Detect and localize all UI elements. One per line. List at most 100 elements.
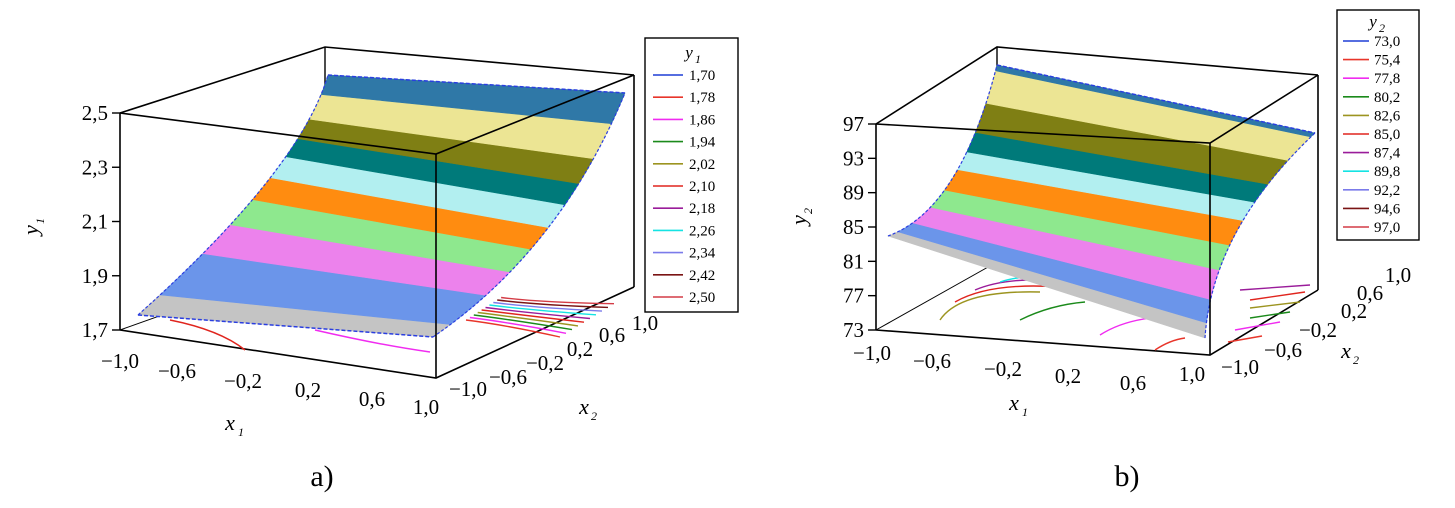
panel-label: a) xyxy=(310,460,333,493)
x1-tick-label: −1,0 xyxy=(101,349,139,373)
z-tick-label: 1,9 xyxy=(82,264,108,288)
legend-label: 73,0 xyxy=(1374,34,1400,50)
x2-tick-label: 0,2 xyxy=(1341,299,1367,323)
contour-line xyxy=(489,304,597,316)
x1-tick-label: 0,6 xyxy=(1120,371,1146,395)
x2-tick-label: 0,6 xyxy=(599,323,625,347)
legend-box xyxy=(1336,9,1420,241)
x1-tick-label: 1,0 xyxy=(413,395,439,419)
z-axis-label-group: y1 xyxy=(18,218,47,237)
surface-edge xyxy=(137,314,434,338)
x1-tick-label: −0,2 xyxy=(224,369,262,393)
legend-label: 2,26 xyxy=(689,223,716,239)
contour-line xyxy=(473,314,573,331)
x1-axis-label: x xyxy=(1008,390,1019,415)
contour-line xyxy=(497,299,609,309)
contour-line xyxy=(1099,317,1151,336)
x2-axis-subscript: 2 xyxy=(591,409,597,423)
contour-line xyxy=(1249,301,1301,309)
contour-line xyxy=(485,306,591,320)
contour-line xyxy=(1227,335,1263,343)
contour-line xyxy=(1154,337,1186,351)
surface-edge xyxy=(137,74,329,316)
z-tick-label: 1,7 xyxy=(82,318,108,342)
z-axis-label: y xyxy=(18,225,43,237)
surface-edge xyxy=(432,92,626,338)
x1-axis-subscript: 1 xyxy=(238,425,244,439)
contour-line xyxy=(493,301,603,312)
legend-title: y xyxy=(683,43,693,62)
contour-line xyxy=(465,319,561,338)
z-tick-label: 2,1 xyxy=(82,210,108,234)
z-tick-label: 93 xyxy=(843,146,864,170)
z-axis-subscript: 2 xyxy=(801,208,815,214)
surface-edge xyxy=(996,64,1316,134)
chart-a: 1,71,92,12,32,5−1,0 −0,6 −0,2 0,2 0,6 1,0−1,0… xyxy=(18,37,739,493)
x2-tick-label: −0,6 xyxy=(489,365,527,389)
legend-label: 2,10 xyxy=(689,179,715,195)
x2-tick-label: −0,2 xyxy=(1299,318,1337,342)
legend-label: 2,18 xyxy=(689,201,715,217)
x1-tick-label: −1,0 xyxy=(853,341,891,365)
z-tick-label: 85 xyxy=(843,215,864,239)
legend-label: 2,34 xyxy=(689,246,716,262)
legend-label: 1,94 xyxy=(689,135,716,151)
legend-label: 94,6 xyxy=(1374,201,1401,217)
legend-label: 1,86 xyxy=(689,112,716,128)
legend-title-subscript: 1 xyxy=(695,52,701,66)
z-tick-label: 77 xyxy=(843,284,864,308)
surface-edge xyxy=(1204,132,1316,339)
x2-axis-label: x xyxy=(1340,338,1351,363)
contour-line xyxy=(1249,291,1306,301)
x1-tick-label: −0,6 xyxy=(158,359,196,383)
x2-tick-label: 1,0 xyxy=(1385,263,1411,287)
legend-label: 87,4 xyxy=(1374,146,1401,162)
x2-tick-label: 0,6 xyxy=(1357,281,1383,305)
legend-label: 97,0 xyxy=(1374,220,1400,236)
contour-line xyxy=(1019,301,1086,321)
z-tick-label: 97 xyxy=(843,112,864,136)
legend-label: 2,50 xyxy=(689,290,715,306)
surface-edge xyxy=(887,64,998,237)
x1-tick-label: 0,2 xyxy=(1055,364,1081,388)
x1-tick-label: −0,6 xyxy=(913,349,951,373)
x1-tick-label: 1,0 xyxy=(1179,362,1205,386)
z-axis-label: y xyxy=(786,215,811,227)
contour-line xyxy=(314,329,431,353)
legend-label: 77,8 xyxy=(1374,71,1400,87)
legend-label: 2,42 xyxy=(689,268,715,284)
z-axis-subscript: 1 xyxy=(33,218,47,224)
x2-axis-subscript: 2 xyxy=(1353,353,1359,367)
box-bottom-left-edge xyxy=(875,261,998,331)
contour-line xyxy=(481,309,585,323)
x2-tick-label: −1,0 xyxy=(1221,355,1259,379)
surface-edge xyxy=(327,74,626,94)
x2-tick-label: 0,2 xyxy=(567,337,593,361)
legend-label: 89,8 xyxy=(1374,164,1400,180)
contour-line xyxy=(469,316,567,334)
z-tick-label: 2,5 xyxy=(82,101,108,125)
legend-title-subscript: 2 xyxy=(1379,21,1385,35)
legend-label: 85,0 xyxy=(1374,127,1400,143)
x1-tick-label: −0,2 xyxy=(984,357,1022,381)
x2-tick-label: −1,0 xyxy=(449,377,487,401)
legend-label: 80,2 xyxy=(1374,90,1400,106)
z-axis-label-group: y2 xyxy=(786,208,815,227)
legend-label: 75,4 xyxy=(1374,53,1401,69)
z-tick-label: 73 xyxy=(843,318,864,342)
x2-tick-label: −0,2 xyxy=(526,351,564,375)
x1-tick-label: 0,2 xyxy=(295,378,321,402)
panel-label: b) xyxy=(1115,460,1140,493)
z-tick-label: 2,3 xyxy=(82,155,108,179)
x2-axis-label: x xyxy=(578,394,589,419)
z-tick-label: 89 xyxy=(843,181,864,205)
legend-label: 92,2 xyxy=(1374,183,1400,199)
x2-tick-label: −0,6 xyxy=(1264,338,1302,362)
legend-title: y xyxy=(1367,12,1377,31)
contour-line xyxy=(169,319,246,351)
z-tick-label: 81 xyxy=(843,249,864,273)
x1-tick-label: 0,6 xyxy=(359,387,385,411)
contour-line xyxy=(501,296,615,305)
